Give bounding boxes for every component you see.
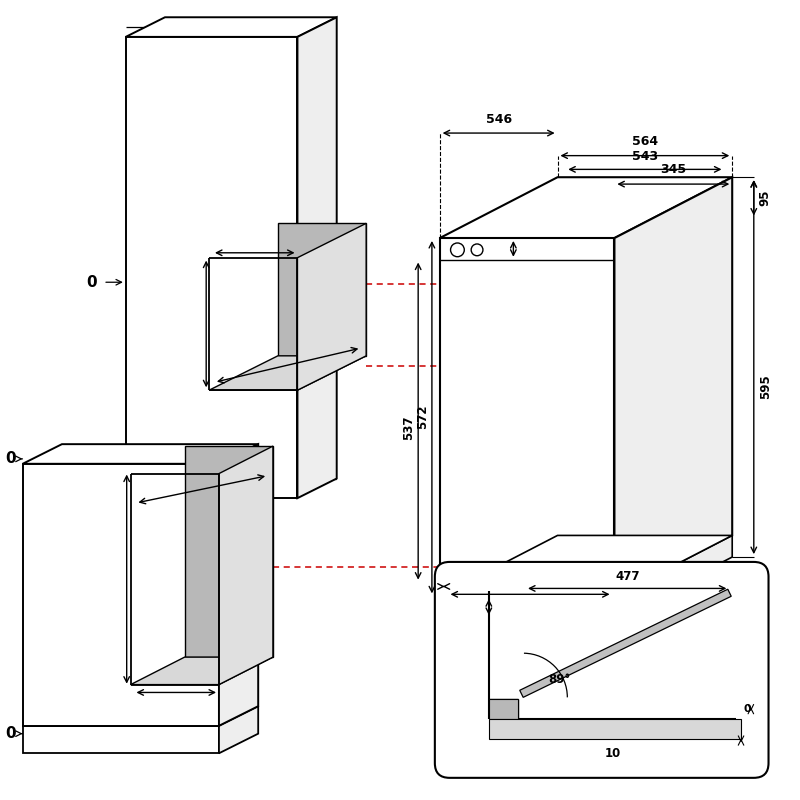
Polygon shape: [440, 178, 732, 238]
Polygon shape: [219, 446, 273, 685]
Circle shape: [450, 243, 464, 257]
Text: 583-585: 583-585: [187, 298, 198, 350]
Polygon shape: [219, 706, 258, 754]
Text: 560-568: 560-568: [150, 699, 200, 710]
Text: 5: 5: [440, 566, 447, 577]
Polygon shape: [22, 726, 219, 754]
Polygon shape: [126, 18, 337, 37]
Text: 18: 18: [518, 242, 534, 255]
Text: 560-568: 560-568: [228, 234, 278, 244]
Text: 564: 564: [632, 134, 658, 148]
Polygon shape: [298, 223, 366, 390]
Text: 595: 595: [514, 604, 539, 617]
Circle shape: [471, 244, 483, 256]
Text: 0: 0: [6, 451, 16, 466]
Text: 0: 0: [160, 18, 170, 33]
Polygon shape: [209, 356, 366, 390]
Polygon shape: [185, 446, 273, 657]
Text: 95: 95: [758, 190, 772, 206]
Polygon shape: [489, 699, 518, 719]
Text: 20: 20: [494, 601, 510, 614]
Text: 477: 477: [615, 570, 639, 582]
Text: 345: 345: [660, 163, 686, 176]
Text: 572: 572: [416, 405, 429, 430]
Text: 0: 0: [6, 726, 16, 741]
Polygon shape: [440, 596, 614, 618]
Polygon shape: [298, 18, 337, 498]
Text: 537: 537: [402, 416, 415, 440]
Polygon shape: [278, 223, 366, 356]
Text: 0: 0: [86, 274, 97, 290]
Text: 89°: 89°: [548, 673, 570, 686]
Text: 600-601: 600-601: [108, 554, 118, 605]
Text: 550: 550: [192, 473, 221, 486]
FancyBboxPatch shape: [435, 562, 769, 778]
Polygon shape: [614, 178, 732, 596]
Text: 10: 10: [604, 746, 621, 760]
Text: 0: 0: [744, 704, 752, 714]
Text: 543: 543: [632, 150, 658, 162]
Circle shape: [444, 582, 450, 589]
Polygon shape: [22, 444, 258, 464]
Polygon shape: [614, 535, 732, 618]
Text: 546: 546: [486, 113, 512, 126]
Polygon shape: [520, 590, 731, 698]
Polygon shape: [440, 238, 614, 596]
Text: 595: 595: [758, 374, 772, 399]
Polygon shape: [489, 719, 741, 738]
Polygon shape: [130, 657, 273, 685]
Polygon shape: [126, 37, 298, 498]
Polygon shape: [219, 444, 258, 726]
Polygon shape: [22, 464, 219, 726]
Polygon shape: [440, 535, 732, 596]
Text: 550: 550: [278, 350, 307, 364]
